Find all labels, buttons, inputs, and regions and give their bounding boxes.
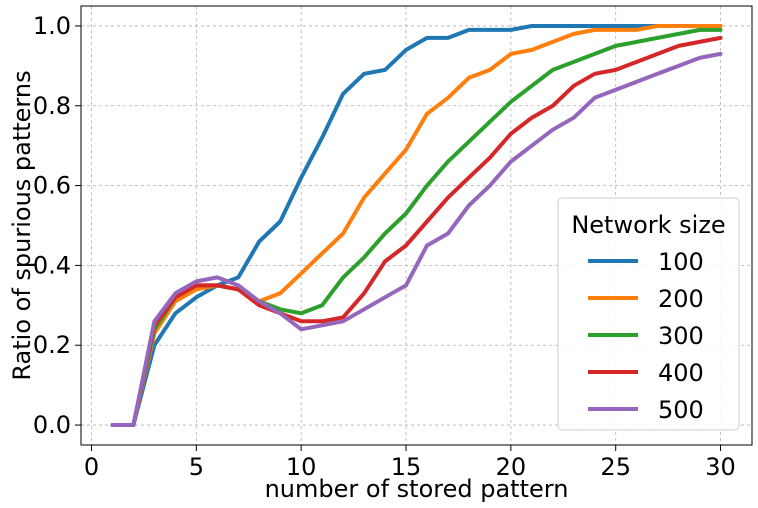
y-axis-ticks: 0.0 0.2 0.4 0.6 0.8 1.0 <box>33 12 81 439</box>
x-axis-label: number of stored pattern <box>265 475 569 503</box>
x-tick-label: 25 <box>600 453 631 481</box>
y-tick-label: 0.4 <box>33 251 71 279</box>
plot-frame <box>80 5 753 446</box>
y-axis-label: Ratio of spurious patterns <box>8 70 36 380</box>
series-line-500 <box>110 51 723 427</box>
legend-label-300: 300 <box>658 322 704 350</box>
x-tick-label: 15 <box>391 453 422 481</box>
x-tick-label: 0 <box>84 453 99 481</box>
legend-label-200: 200 <box>658 285 704 313</box>
y-tick-label: 0.6 <box>33 172 71 200</box>
legend-label-100: 100 <box>658 248 704 276</box>
y-tick-label: 0.2 <box>33 331 71 359</box>
legend-label-500: 500 <box>658 396 704 424</box>
legend: Network size 100 200 300 400 500 <box>557 197 740 431</box>
series-line-400 <box>110 35 723 427</box>
x-tick-label: 30 <box>705 453 736 481</box>
legend-entries: 100 200 300 400 500 <box>588 248 704 424</box>
y-tick-label: 0.8 <box>33 92 71 120</box>
y-tick-label: 0.0 <box>33 411 71 439</box>
x-tick-label: 20 <box>496 453 527 481</box>
series-lines <box>110 24 723 427</box>
x-tick-label: 10 <box>286 453 317 481</box>
legend-title: Network size <box>571 211 725 239</box>
x-tick-label: 5 <box>189 453 204 481</box>
x-axis-ticks: 0 5 10 15 20 25 30 <box>84 445 736 481</box>
y-tick-label: 1.0 <box>33 12 71 40</box>
legend-label-400: 400 <box>658 359 704 387</box>
